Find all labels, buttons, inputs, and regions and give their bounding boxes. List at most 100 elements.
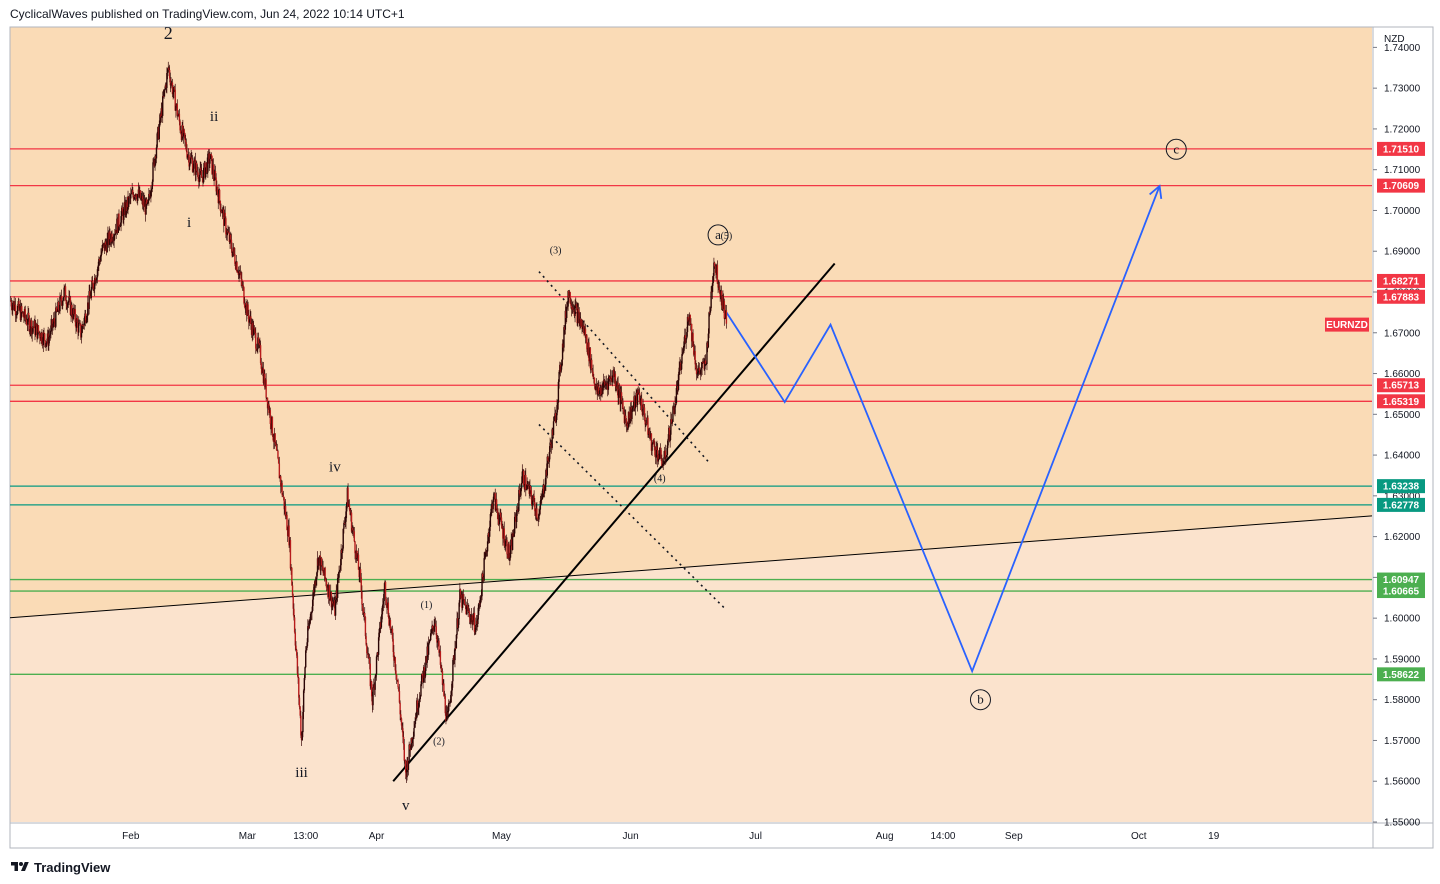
candle-body <box>397 680 399 688</box>
candle-body <box>184 133 186 141</box>
candle-body <box>567 290 569 307</box>
channel-line[interactable] <box>538 423 727 611</box>
candle-body <box>367 654 369 659</box>
candle-body <box>318 557 320 566</box>
candle-body <box>481 573 483 597</box>
candle-body <box>46 341 48 344</box>
trendline-rising-support[interactable] <box>392 262 836 782</box>
candle-body <box>25 318 27 320</box>
price-axis[interactable]: 1.74000 1.73000 1.72000 1.71000 1.70000 1.690… <box>1325 34 1425 829</box>
candle-body <box>642 404 644 416</box>
candle-body <box>96 277 98 280</box>
candle-body <box>660 450 662 459</box>
candle-body <box>581 319 583 329</box>
projection-path[interactable] <box>725 185 1161 674</box>
candle-body <box>305 647 308 651</box>
candle-body <box>411 739 414 744</box>
candle-body <box>266 397 269 409</box>
candle-body <box>595 386 597 391</box>
candle-body <box>63 287 65 298</box>
candle-body <box>97 265 99 270</box>
candle-body <box>98 258 100 266</box>
candle-body <box>150 189 153 192</box>
candle-body <box>121 207 124 212</box>
candle-body <box>259 343 261 346</box>
candle-body <box>436 635 438 643</box>
candle-body <box>291 567 293 586</box>
candle-body <box>653 440 655 447</box>
candle-body <box>197 172 199 179</box>
trendline-long-term-support[interactable] <box>9 515 1373 619</box>
candle-body <box>666 455 668 458</box>
candle-body <box>645 423 648 425</box>
candle-body <box>215 177 217 192</box>
wave-label: v <box>402 798 410 814</box>
candle-body <box>348 504 351 510</box>
candle-body <box>509 557 511 559</box>
candle-body <box>641 398 643 411</box>
candle-body <box>14 304 17 315</box>
candle-body <box>518 489 520 511</box>
candle-body <box>403 744 405 761</box>
circled-wave-label: b <box>977 692 984 707</box>
candle-body <box>208 153 210 164</box>
candle-body <box>155 147 158 159</box>
candle-body <box>664 450 667 460</box>
candle-body <box>28 317 31 332</box>
candle-body <box>308 622 310 629</box>
candle-body <box>18 301 20 310</box>
time-axis[interactable]: Feb Mar 13:00 Apr May Jun Jul Aug 14:00 Sep Oct 19 <box>122 831 1220 842</box>
wave-label: (1) <box>421 600 433 611</box>
candle-body <box>284 506 287 517</box>
candle-body <box>500 517 503 526</box>
candle-body <box>643 407 646 417</box>
horizontal-levels[interactable] <box>10 148 1372 675</box>
candle-body <box>48 336 50 346</box>
candle-body <box>454 648 456 661</box>
candle-body <box>471 615 474 625</box>
candle-body <box>121 207 123 217</box>
candle-body <box>451 681 453 691</box>
candle-body <box>275 445 278 451</box>
candle-body <box>425 656 427 671</box>
candle-body <box>60 296 63 302</box>
candle-body <box>272 435 274 441</box>
candle-body <box>209 158 211 164</box>
candle-body <box>350 512 353 532</box>
candle-body <box>55 307 58 312</box>
candle-body <box>665 457 667 460</box>
candle-body <box>340 549 342 566</box>
candle-body <box>92 283 95 289</box>
candle-body <box>650 433 653 451</box>
candle-body <box>29 329 31 332</box>
candle-body <box>299 706 301 716</box>
candle-body <box>95 279 97 284</box>
candle-body <box>398 691 401 703</box>
candle-body <box>211 155 213 174</box>
candle-body <box>409 744 411 750</box>
candle-body <box>695 364 697 369</box>
candle-body <box>32 327 34 328</box>
candle-body <box>387 602 390 617</box>
candle-body <box>675 388 678 404</box>
candle-body <box>118 213 120 227</box>
candle-body <box>223 212 226 226</box>
candle-body <box>55 307 57 327</box>
candle-body <box>152 162 154 182</box>
candle-body <box>342 528 344 549</box>
candle-body <box>89 291 91 297</box>
y-tick-label: 1.63000 <box>1384 491 1421 502</box>
candle-body <box>692 333 694 347</box>
candle-body <box>268 403 270 414</box>
candle-body <box>209 154 212 159</box>
candle-body <box>93 277 96 290</box>
candle-body <box>525 489 528 491</box>
candle-body <box>413 728 415 737</box>
candle-body <box>196 170 199 173</box>
candle-body <box>591 369 594 372</box>
y-tick-label: 1.66000 <box>1384 369 1421 380</box>
candle-body <box>441 671 444 685</box>
circled-wave-label: a <box>715 227 721 242</box>
candle-body <box>164 88 166 91</box>
